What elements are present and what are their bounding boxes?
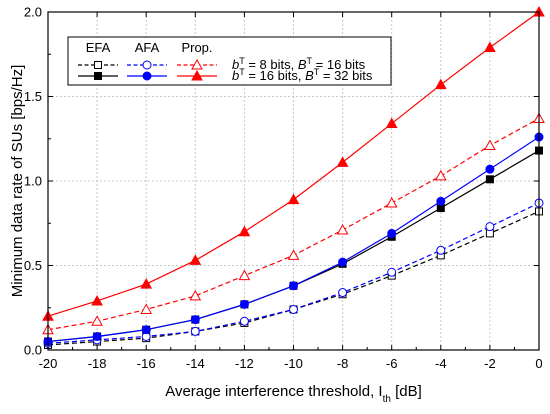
circle-marker-legend bbox=[142, 60, 152, 70]
circle-marker bbox=[141, 325, 151, 335]
circle-marker bbox=[387, 267, 397, 277]
legend-header-prop: Prop. bbox=[181, 40, 212, 55]
x-tick-label: 0 bbox=[535, 356, 542, 371]
series-prop-16-32 bbox=[42, 5, 545, 321]
triangle-marker bbox=[434, 78, 447, 90]
circle-marker bbox=[289, 281, 298, 291]
triangle-marker bbox=[434, 169, 447, 181]
circle-marker-legend bbox=[142, 71, 152, 81]
triangle-marker bbox=[189, 289, 202, 301]
y-axis-title: Minimum data rate of SUs [bps/Hz] bbox=[9, 65, 26, 298]
triangle-marker bbox=[385, 196, 398, 208]
legend-box bbox=[67, 36, 392, 86]
triangle-marker bbox=[140, 278, 153, 289]
x-tick-label: -10 bbox=[284, 356, 303, 371]
legend-samples bbox=[78, 58, 217, 81]
x-tick-label: -6 bbox=[386, 356, 398, 371]
circle-marker bbox=[387, 228, 397, 238]
x-tick-label: -2 bbox=[484, 356, 496, 371]
triangle-marker bbox=[238, 269, 251, 281]
circle-marker bbox=[289, 304, 298, 314]
x-tick-label: -20 bbox=[39, 356, 58, 371]
x-tick-label: -8 bbox=[337, 356, 349, 371]
circle-marker bbox=[485, 164, 495, 174]
y-tick-label: 1.0 bbox=[24, 174, 42, 189]
triangle-marker bbox=[91, 315, 103, 326]
legend-header-efa: EFA bbox=[86, 40, 111, 55]
x-tick-label: -14 bbox=[186, 356, 205, 371]
circle-marker bbox=[436, 245, 446, 255]
triangle-marker bbox=[385, 117, 398, 129]
legend-header-afa: AFA bbox=[135, 40, 160, 55]
series-afa-8-16 bbox=[43, 198, 544, 348]
x-axis-title: Average interference threshold, Ith [dB] bbox=[165, 383, 422, 405]
triangle-marker bbox=[336, 223, 349, 235]
triangle-marker-legend bbox=[191, 69, 203, 81]
triangle-marker bbox=[336, 156, 349, 167]
legend-row2-label: bT = 16 bits, BT = 32 bits bbox=[232, 67, 373, 83]
series-layer bbox=[42, 5, 545, 349]
square-marker-legend bbox=[94, 61, 102, 69]
triangle-marker bbox=[238, 225, 251, 237]
circle-marker bbox=[338, 257, 348, 267]
y-tick-label: 1.5 bbox=[24, 89, 42, 104]
circle-marker bbox=[190, 315, 200, 325]
square-marker bbox=[485, 175, 494, 184]
circle-marker bbox=[239, 316, 249, 326]
triangle-marker bbox=[484, 139, 496, 151]
x-tick-label: -18 bbox=[88, 356, 107, 371]
circle-marker bbox=[190, 326, 200, 336]
x-tick-label: -4 bbox=[435, 356, 447, 371]
y-tick-label: 0.5 bbox=[24, 258, 42, 273]
triangle-marker bbox=[140, 303, 153, 314]
triangle-marker bbox=[484, 41, 496, 52]
circle-marker bbox=[485, 222, 495, 232]
triangle-marker bbox=[189, 254, 202, 265]
triangle-marker bbox=[287, 193, 300, 205]
square-marker-legend bbox=[94, 72, 102, 80]
legend-row1-label: bT = 8 bits, BT = 16 bits bbox=[232, 56, 366, 72]
y-tick-label: 2.0 bbox=[24, 5, 42, 20]
circle-marker bbox=[436, 196, 446, 206]
x-tick-label: -16 bbox=[137, 356, 156, 371]
legend: EFA AFA Prop. bT = 8 bits, BT = 16 bits … bbox=[67, 36, 392, 86]
y-tick-label: 0.0 bbox=[24, 343, 42, 358]
circle-marker bbox=[338, 288, 348, 298]
triangle-marker bbox=[91, 294, 103, 306]
triangle-marker-legend bbox=[191, 58, 203, 70]
circle-marker bbox=[92, 331, 102, 341]
triangle-marker bbox=[287, 249, 300, 260]
circle-marker bbox=[239, 299, 249, 309]
ticks: -20 -18 -16 -14 -12 -10 -8 -6 -4 -2 00.00.51.01.52… bbox=[24, 5, 543, 372]
x-tick-label: -12 bbox=[235, 356, 254, 371]
